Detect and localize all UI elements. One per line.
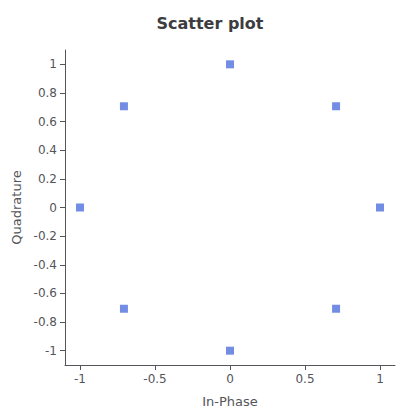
svg-text:0.4: 0.4: [38, 143, 57, 157]
svg-text:-0.2: -0.2: [34, 229, 57, 243]
svg-text:0.6: 0.6: [38, 115, 57, 129]
svg-text:Scatter plot: Scatter plot: [157, 14, 264, 33]
svg-text:Quadrature: Quadrature: [9, 170, 24, 244]
svg-text:-0.8: -0.8: [34, 315, 57, 329]
svg-text:-1: -1: [74, 372, 86, 386]
svg-text:-1: -1: [45, 344, 57, 358]
svg-text:-0.5: -0.5: [143, 372, 166, 386]
svg-text:-0.4: -0.4: [34, 258, 57, 272]
svg-text:1: 1: [49, 57, 57, 71]
svg-text:0: 0: [49, 201, 57, 215]
svg-text:-0.6: -0.6: [34, 286, 57, 300]
svg-text:0.8: 0.8: [38, 86, 57, 100]
svg-text:0.2: 0.2: [38, 172, 57, 186]
svg-text:1: 1: [376, 372, 384, 386]
svg-text:0: 0: [226, 372, 234, 386]
svg-text:In-Phase: In-Phase: [202, 394, 258, 409]
svg-text:0.5: 0.5: [295, 372, 314, 386]
